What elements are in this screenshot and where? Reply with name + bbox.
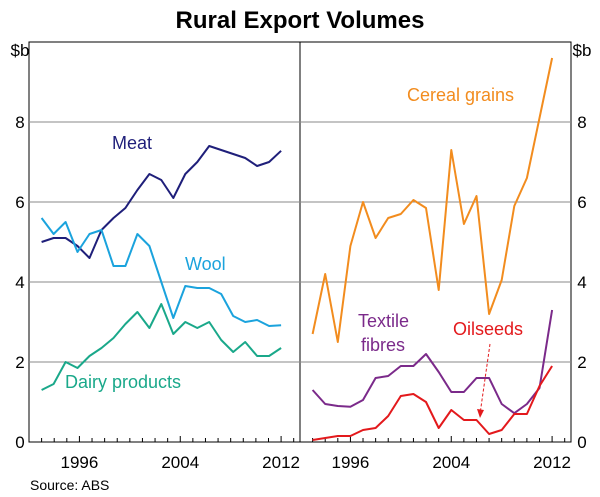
x-tick-label-1-2012: 2012 bbox=[533, 453, 571, 472]
series-line-meat bbox=[41, 145, 282, 259]
series-line-dairy-products bbox=[41, 303, 282, 391]
label-textile: Textile bbox=[358, 311, 409, 331]
label-fibres: fibres bbox=[361, 335, 405, 355]
chart-title: Rural Export Volumes bbox=[176, 7, 425, 34]
y-tick-left-2: 2 bbox=[15, 353, 24, 372]
y-tick-right-2: 2 bbox=[577, 353, 586, 372]
y-tick-left-6: 6 bbox=[15, 193, 24, 212]
y-tick-left-0: 0 bbox=[15, 433, 24, 452]
x-tick-label-0-2004: 2004 bbox=[161, 453, 199, 472]
series-line-cereal-grains bbox=[311, 57, 554, 343]
y-tick-right-0: 0 bbox=[577, 433, 586, 452]
x-tick-label-0-2012: 2012 bbox=[262, 453, 300, 472]
y-unit-right: $b bbox=[573, 41, 592, 60]
y-tick-right-8: 8 bbox=[577, 113, 586, 132]
gridlines bbox=[29, 121, 571, 363]
source-note: Source: ABS bbox=[30, 477, 109, 493]
y-unit-left: $b bbox=[11, 41, 30, 60]
y-tick-left-8: 8 bbox=[15, 113, 24, 132]
series-line-wool bbox=[40, 217, 282, 327]
series-line-oilseeds bbox=[312, 365, 553, 441]
label-meat: Meat bbox=[112, 133, 152, 153]
x-tick-label-1-2004: 2004 bbox=[432, 453, 470, 472]
axis-ticks: 0 0 2 2 4 4 6 6 8 8 1996 2004 2012 1996 2004 2012 bbox=[15, 113, 586, 472]
y-tick-right-4: 4 bbox=[577, 273, 586, 292]
x-tick-label-1-1996: 1996 bbox=[332, 453, 370, 472]
oilseeds-pointer-arrowhead bbox=[477, 409, 484, 418]
oilseeds-pointer-line bbox=[479, 343, 491, 415]
x-tick-label-0-1996: 1996 bbox=[61, 453, 99, 472]
label-dairy-products: Dairy products bbox=[65, 372, 181, 392]
label-oilseeds: Oilseeds bbox=[453, 319, 523, 339]
series-layer bbox=[40, 57, 554, 441]
y-tick-left-4: 4 bbox=[15, 273, 24, 292]
label-cereal-grains: Cereal grains bbox=[407, 85, 514, 105]
series-line-textile-fibres bbox=[311, 309, 554, 415]
label-wool: Wool bbox=[185, 254, 226, 274]
y-tick-right-6: 6 bbox=[577, 193, 586, 212]
